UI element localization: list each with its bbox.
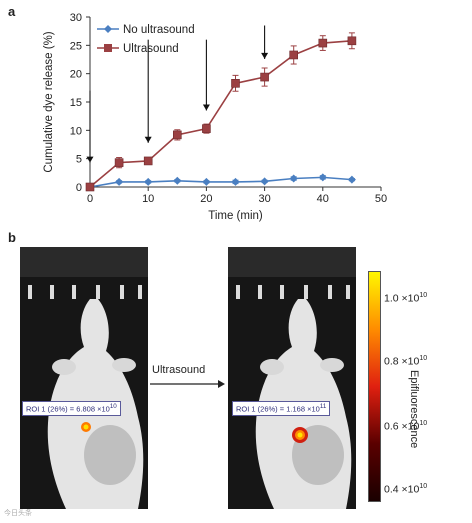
colorbar-tick-label: 0.8 ×1010 [384,355,428,368]
right-arrow-icon [150,380,225,388]
series-line [89,176,352,188]
data-point-diamond [289,174,298,183]
legend-label: Ultrasound [123,43,179,55]
roi-label-before: ROI 1 (26%) = 6.808 ×1010 [22,401,121,416]
x-tick-label: 30 [258,193,270,205]
mouse-illustration-before [20,247,148,509]
colorbar-tick-label: 1.0 ×1010 [384,292,428,305]
data-point-square [347,36,357,46]
data-point-diamond [260,177,269,186]
data-point-square [289,50,299,60]
mouse-illustration-after [228,247,356,509]
data-point-square [143,156,153,166]
data-point-square [231,79,240,88]
legend-marker-square [104,44,112,52]
release-arrow-head [261,52,269,59]
mouse-image-after: ROI 1 (26%) = 1.168 ×1011 [228,247,356,509]
y-tick-label: 25 [70,40,82,52]
x-tick-label: 0 [87,193,93,205]
y-axis-label: Cumulative dye release (%) [43,31,55,172]
colorbar-tick-label: 0.6 ×1010 [384,420,428,433]
data-point-square [114,158,124,167]
data-point-diamond [318,173,327,182]
data-point-diamond [231,177,240,186]
data-point-square [173,130,182,140]
data-point-diamond [115,177,124,186]
data-point-diamond [173,176,182,185]
data-point-diamond [202,177,211,186]
epifluorescence-colorbar [368,271,381,502]
y-tick-label: 15 [70,97,82,109]
y-tick-label: 0 [76,182,82,194]
data-point-square [318,38,328,48]
y-tick-label: 30 [70,12,82,24]
legend-marker-diamond [104,25,112,33]
mouse-image-before: ROI 1 (26%) = 6.808 ×1010 [20,247,148,509]
watermark: 今日头条 [4,510,32,517]
colorbar-tick-label: 0.4 ×1010 [384,483,428,496]
data-point-diamond [347,175,356,184]
x-tick-label: 10 [142,193,154,205]
x-axis-label: Time (min) [208,210,263,222]
colorbar-title: Epifluorescence [408,370,420,449]
panel-b-label: b [8,230,16,245]
legend-label: No ultrasound [123,24,195,36]
dye-release-chart: 0 10 20 30 40 50 0 5 10 15 20 25 30 Time (min) Cumulat… [43,12,387,222]
series-line [89,40,352,188]
release-arrow-head [202,104,210,111]
y-tick-label: 10 [70,125,82,137]
data-point-square [85,182,95,192]
roi-label-after: ROI 1 (26%) = 1.168 ×1011 [232,401,331,416]
x-tick-label: 40 [317,193,329,205]
release-arrow-head [144,136,152,143]
x-tick-label: 20 [200,193,212,205]
data-point-diamond [144,177,153,186]
release-arrow-head [86,156,94,163]
y-tick-label: 20 [70,69,82,81]
ultrasound-arrow-label: Ultrasound [152,364,206,376]
data-point-square [260,72,269,82]
panel-a-label: a [8,4,16,19]
x-tick-label: 50 [375,193,387,205]
data-point-square [202,124,211,133]
y-tick-label: 5 [76,154,82,166]
